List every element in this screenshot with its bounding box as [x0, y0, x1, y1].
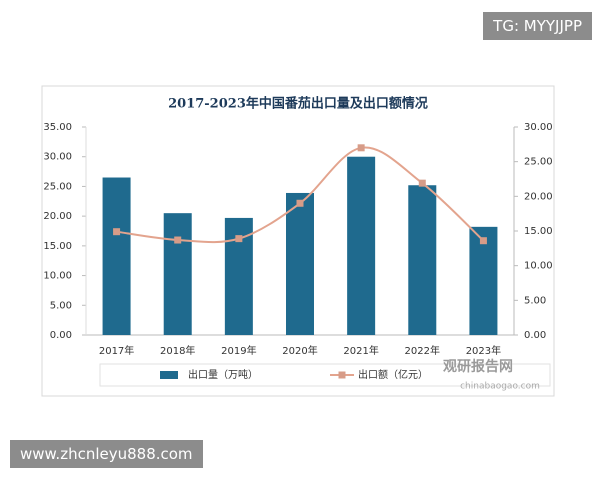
line-marker — [174, 236, 182, 244]
source-logo: 观研报告网 — [443, 358, 513, 375]
line-marker — [418, 179, 426, 187]
x-tick-label: 2020年 — [282, 344, 317, 357]
line-marker — [296, 199, 304, 207]
y2-tick-label: 30.00 — [524, 122, 553, 133]
line-marker — [113, 228, 121, 236]
x-tick-label: 2017年 — [99, 344, 134, 357]
y2-tick-label: 15.00 — [524, 226, 553, 237]
y2-tick-label: 25.00 — [524, 157, 553, 168]
bar — [408, 185, 437, 335]
y-tick-label: 5.00 — [50, 300, 72, 311]
watermark: TG: MYYJJPP — [483, 12, 592, 40]
x-tick-label: 2019年 — [221, 344, 256, 357]
legend-label: 出口量（万吨） — [188, 368, 258, 381]
source-url: chinabaogao.com — [460, 382, 540, 392]
y2-tick-label: 0.00 — [524, 330, 546, 341]
y-tick-label: 35.00 — [43, 122, 72, 133]
bar — [347, 156, 376, 335]
y-tick-label: 15.00 — [43, 241, 72, 252]
y-tick-label: 30.00 — [43, 152, 72, 163]
x-tick-label: 2022年 — [405, 344, 440, 357]
chart: 2017-2023年中国番茄出口量及出口额情况 观研报告网 chinabaoga… — [41, 85, 555, 397]
y-tick-label: 0.00 — [50, 330, 72, 341]
legend-swatch — [160, 371, 178, 379]
x-tick-label: 2018年 — [160, 344, 195, 357]
y-tick-label: 10.00 — [43, 271, 72, 282]
bar — [469, 226, 498, 335]
y-tick-label: 20.00 — [43, 211, 72, 222]
bar — [163, 213, 192, 335]
legend-swatch — [338, 371, 346, 379]
x-tick-label: 2021年 — [343, 344, 378, 357]
bar — [286, 192, 314, 335]
x-tick-label: 2023年 — [466, 344, 501, 357]
line-marker — [235, 235, 243, 243]
legend-label: 出口额（亿元） — [358, 368, 428, 381]
y2-tick-label: 5.00 — [524, 295, 546, 306]
legend-box — [99, 363, 551, 387]
line-marker — [479, 237, 487, 245]
y2-tick-label: 10.00 — [524, 261, 553, 272]
watermark: www.zhcnleyu888.com — [10, 440, 203, 468]
y2-tick-label: 20.00 — [524, 191, 553, 202]
y-tick-label: 25.00 — [43, 181, 72, 192]
chart-title: 2017-2023年中国番茄出口量及出口额情况 — [168, 96, 428, 112]
line-marker — [357, 144, 365, 152]
bar — [102, 177, 131, 335]
